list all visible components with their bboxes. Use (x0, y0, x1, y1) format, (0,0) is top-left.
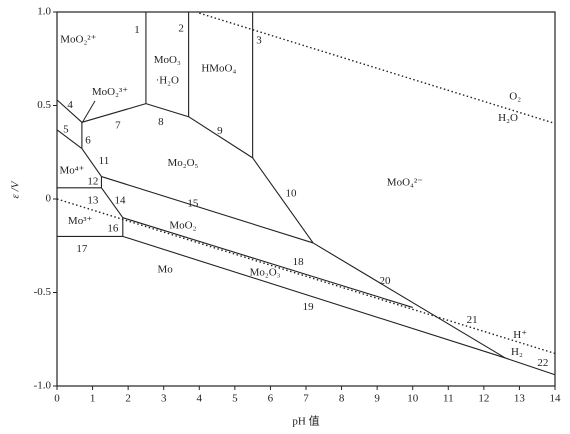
x-tick-label: 13 (514, 393, 526, 405)
annotation: 12 (87, 176, 98, 188)
y-tick-label: -0.5 (34, 286, 52, 298)
equilibrium-line (56, 198, 556, 355)
annotation: 5 (63, 123, 69, 135)
annotation: Mo³⁺ (68, 215, 93, 227)
boundary-line (188, 116, 253, 159)
annotation: 21 (467, 314, 478, 326)
annotation: 4 (67, 99, 73, 111)
boundary-line (56, 99, 83, 123)
annotation: MoO₃ (154, 54, 181, 66)
annotation: 10 (286, 187, 298, 199)
label-leader (81, 100, 96, 124)
annotation: H₂O (498, 112, 518, 124)
annotation: ·H₂O (156, 75, 179, 87)
boundary-line (312, 242, 506, 359)
annotation: 3 (256, 35, 262, 47)
annotation: 17 (76, 243, 88, 255)
x-tick-label: 14 (550, 393, 562, 405)
y-axis-label: ε /V (10, 180, 22, 198)
annotation: MoO₂ (169, 220, 196, 232)
annotation: MoO₂²⁺ (60, 34, 96, 46)
annotation: 19 (303, 301, 315, 313)
x-tick-label: 2 (125, 393, 131, 405)
annotation: Mo⁴⁺ (59, 164, 84, 176)
annotation: H₂ (511, 346, 523, 358)
x-tick-label: 6 (268, 393, 274, 405)
x-axis-label: pH 值 (292, 415, 319, 428)
y-tick-label: 1.0 (37, 6, 51, 18)
boundary-line (145, 103, 189, 118)
boundary-line (252, 157, 314, 244)
x-tick-label: 11 (443, 393, 454, 405)
annotation: 14 (114, 194, 126, 206)
annotation: 6 (85, 135, 91, 147)
boundary-line (122, 235, 506, 359)
x-tick-label: 3 (161, 393, 167, 405)
annotation: H⁺ (513, 329, 527, 341)
x-tick-label: 10 (407, 393, 419, 405)
annotation: 22 (537, 357, 548, 369)
annotation: 1 (134, 24, 140, 36)
annotation: 9 (217, 125, 223, 137)
boundary-line (122, 217, 413, 308)
x-tick-label: 1 (90, 393, 96, 405)
y-tick-label: 0.5 (37, 99, 51, 111)
annotation: MoO₂³⁺ (92, 86, 128, 98)
annotation: 8 (158, 116, 164, 128)
x-tick-label: 8 (339, 393, 345, 405)
annotation: HMoO₄ (201, 63, 236, 75)
boundary-line (81, 103, 147, 123)
plot-frame (56, 11, 556, 387)
boundary-line (81, 148, 102, 177)
annotation: 11 (99, 155, 110, 167)
annotation: 13 (87, 194, 99, 206)
annotation: Mo₂O₃ (250, 266, 281, 278)
annotation: 16 (107, 222, 119, 234)
x-tick-label: 9 (374, 393, 380, 405)
x-tick-label: 0 (54, 393, 60, 405)
boundary-line (101, 176, 314, 244)
annotation: 7 (115, 120, 121, 132)
annotation: 15 (187, 198, 199, 210)
annotation: Mo₂O₅ (167, 157, 198, 169)
annotation: MoO₄²⁻ (387, 177, 423, 189)
x-tick-label: 5 (232, 393, 238, 405)
x-tick-label: 7 (303, 393, 309, 405)
annotation: 20 (379, 275, 391, 287)
y-tick-label: -1.0 (34, 380, 52, 392)
annotation: O₂ (509, 91, 521, 103)
x-tick-label: 4 (197, 393, 203, 405)
y-tick-label: 0 (46, 193, 52, 205)
boundary-line (101, 187, 124, 219)
boundary-line (505, 357, 556, 376)
annotation: 18 (293, 256, 305, 268)
boundary-line (56, 129, 83, 149)
annotation: Mo (157, 264, 173, 276)
annotation: 2 (178, 22, 184, 34)
x-tick-label: 12 (478, 393, 489, 405)
